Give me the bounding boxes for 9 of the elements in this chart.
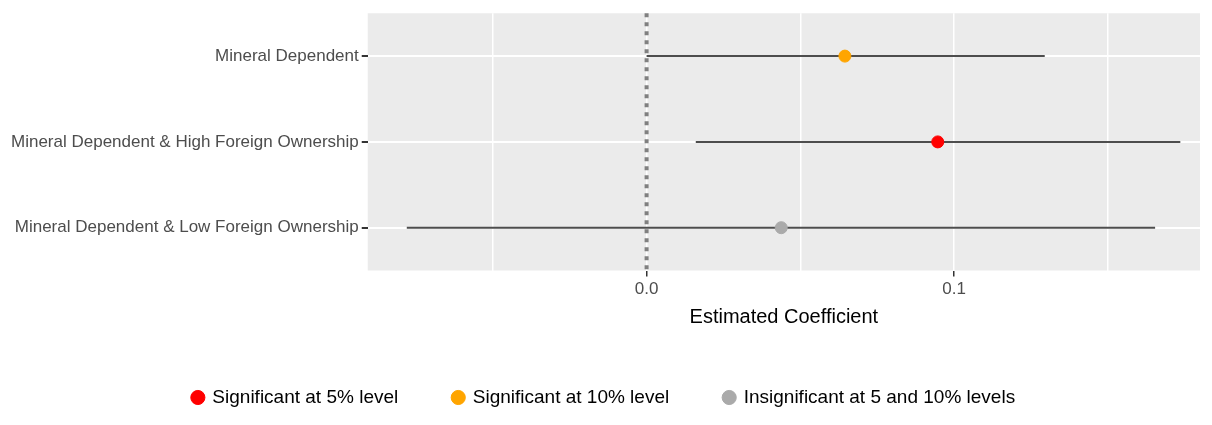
y-tick-label: Mineral Dependent & Low Foreign Ownership xyxy=(14,217,359,237)
legend-label: Significant at 10% level xyxy=(472,385,670,407)
y-tick-label: Mineral Dependent & High Foreign Ownership xyxy=(10,131,359,151)
x-axis-title: Estimated Coefficient xyxy=(689,304,879,327)
x-tick-label: 0.0 xyxy=(634,279,659,299)
legend-label: Insignificant at 5 and 10% levels xyxy=(743,385,1016,407)
y-tick-label: Mineral Dependent xyxy=(215,45,359,65)
legend-label: Significant at 5% level xyxy=(212,385,399,407)
x-tick-label: 0.1 xyxy=(942,279,966,299)
